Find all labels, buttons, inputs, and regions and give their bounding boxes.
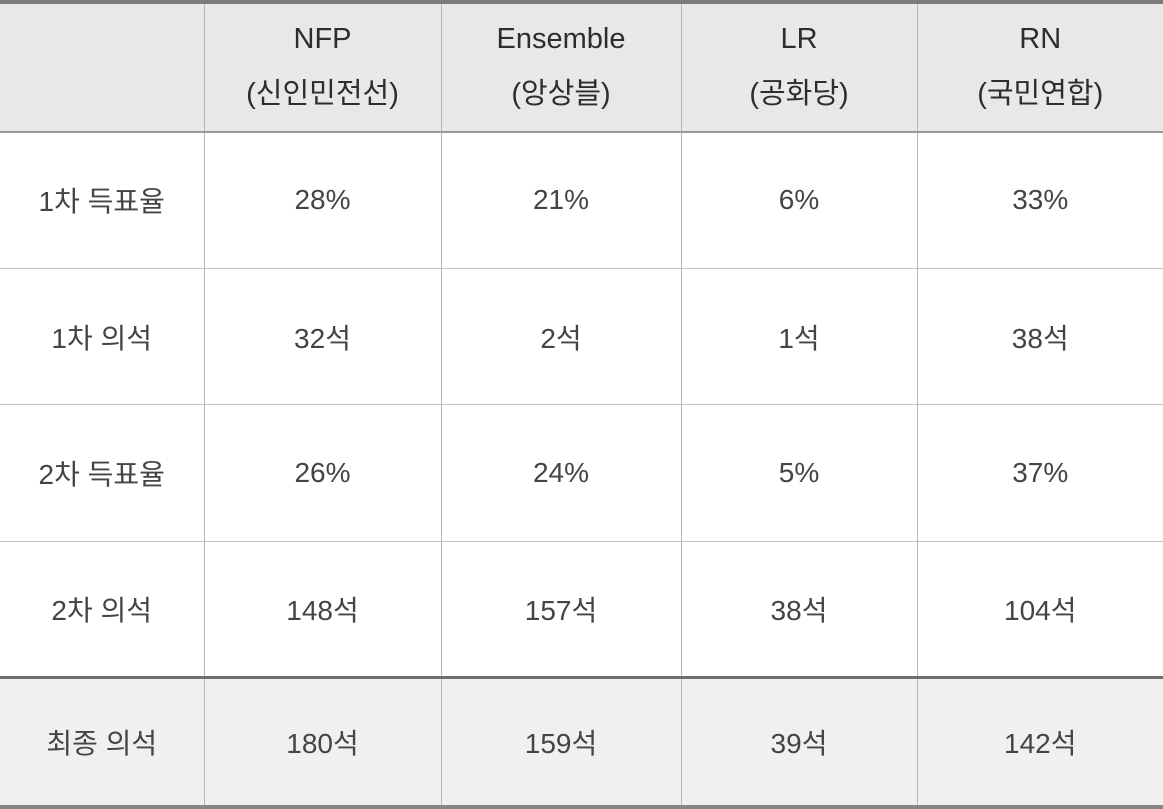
header-cell-rn: RN (국민연합)	[917, 2, 1163, 133]
row-second-round-vote-share: 2차 득표율 26% 24% 5% 37%	[0, 404, 1163, 542]
party-abbr: RN	[1019, 23, 1062, 55]
row-label: 1차 득표율	[0, 132, 205, 269]
value-cell: 148석	[204, 540, 442, 678]
row-first-round-vote-share: 1차 득표율 28% 21% 6% 33%	[0, 132, 1163, 269]
party-abbr: Ensemble	[496, 23, 626, 55]
row-second-round-seats: 2차 의석 148석 157석 38석 104석	[0, 540, 1163, 678]
value-cell: 21%	[441, 132, 682, 269]
value-cell: 2석	[441, 267, 682, 405]
value-cell: 26%	[204, 404, 442, 542]
party-abbr: NFP	[293, 23, 352, 55]
value-cell: 37%	[917, 404, 1163, 542]
header-cell-ensemble: Ensemble (앙상블)	[441, 2, 682, 133]
value-cell: 32석	[204, 267, 442, 405]
value-cell: 1석	[681, 267, 918, 405]
value-cell: 6%	[681, 132, 918, 269]
row-label: 2차 득표율	[0, 404, 205, 542]
value-cell: 38석	[681, 540, 918, 678]
party-full-name: (국민연합)	[977, 78, 1104, 110]
value-cell: 39석	[681, 676, 918, 807]
party-abbr: LR	[780, 23, 818, 55]
row-label: 1차 의석	[0, 267, 205, 405]
party-full-name: (앙상블)	[511, 78, 611, 110]
value-cell: 142석	[917, 676, 1163, 807]
value-cell: 5%	[681, 404, 918, 542]
value-cell: 38석	[917, 267, 1163, 405]
party-full-name: (공화당)	[749, 78, 849, 110]
value-cell: 28%	[204, 132, 442, 269]
row-label: 최종 의석	[0, 676, 205, 807]
row-final-seats: 최종 의석 180석 159석 39석 142석	[0, 676, 1163, 807]
header-cell-nfp: NFP (신인민전선)	[204, 2, 442, 133]
value-cell: 180석	[204, 676, 442, 807]
value-cell: 24%	[441, 404, 682, 542]
value-cell: 104석	[917, 540, 1163, 678]
header-row: NFP (신인민전선) Ensemble (앙상블) LR (공화당) RN (…	[0, 2, 1163, 133]
row-first-round-seats: 1차 의석 32석 2석 1석 38석	[0, 267, 1163, 405]
header-cell-empty	[0, 2, 205, 133]
row-label: 2차 의석	[0, 540, 205, 678]
party-full-name: (신인민전선)	[246, 78, 399, 110]
header-cell-lr: LR (공화당)	[681, 2, 918, 133]
value-cell: 33%	[1012, 184, 1069, 216]
value-cell: 159석	[441, 676, 682, 807]
value-cell: 157석	[441, 540, 682, 678]
